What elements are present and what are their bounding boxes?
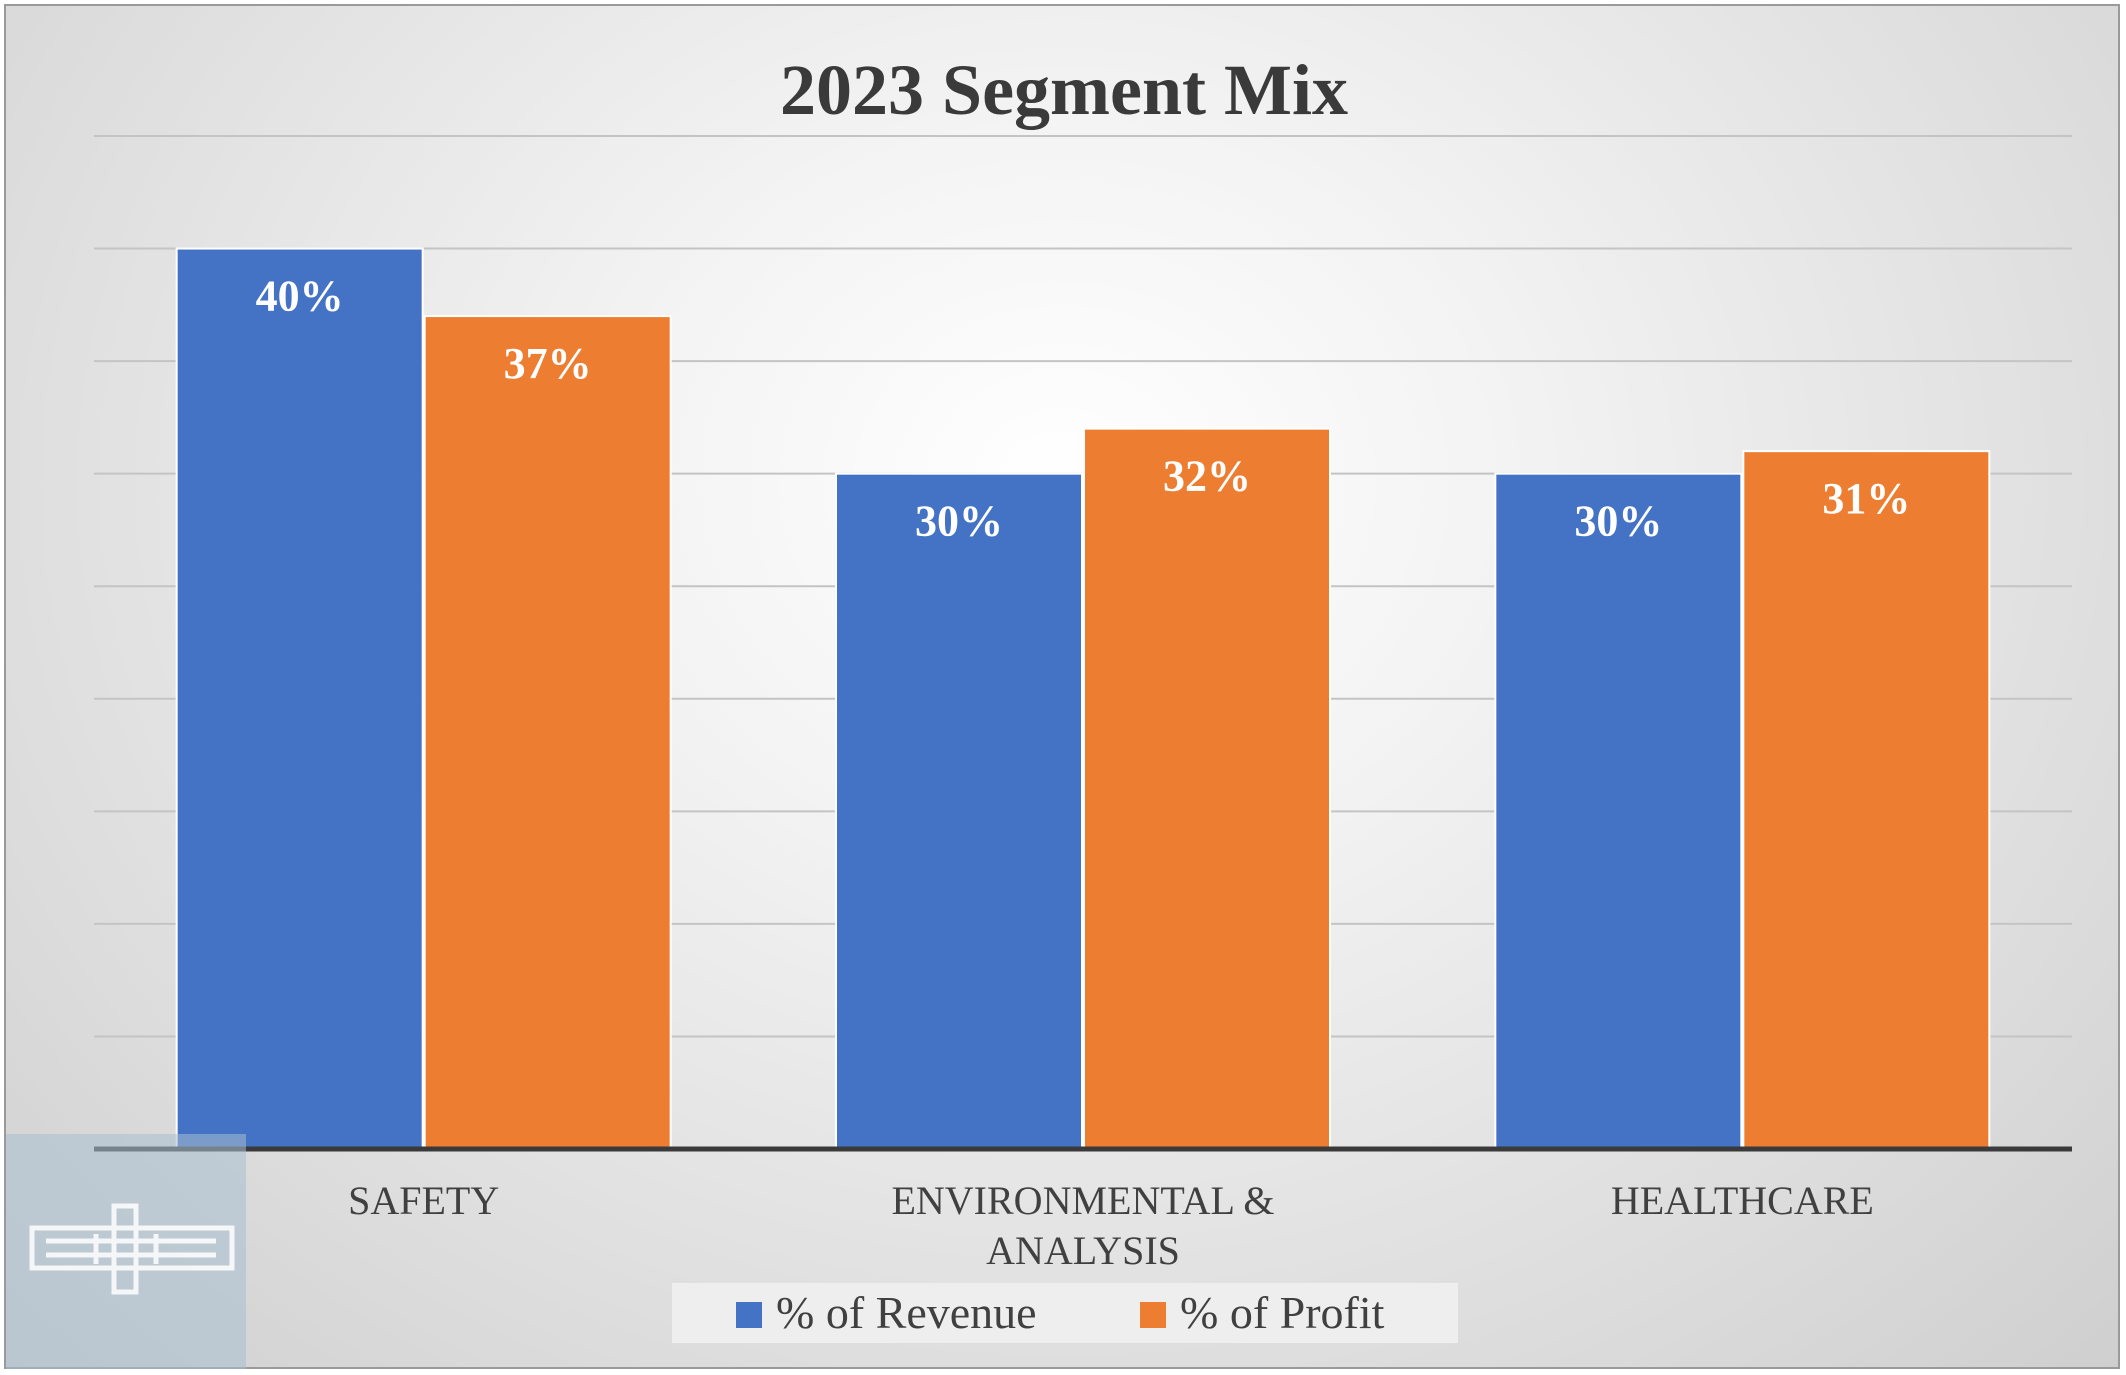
bar-profit-0 [423,315,672,1151]
legend-swatch-revenue [736,1302,762,1328]
chart-frame: 2023 Segment Mix 40% 37% 30% 32% 30% 31% SAFE… [4,4,2120,1369]
data-label: 40% [256,272,344,321]
legend-label-profit: % of Profit [1180,1287,1385,1338]
data-label: 31% [1822,474,1910,523]
data-label: 32% [1163,452,1251,501]
legend: % of Revenue % of Profit [672,1283,1458,1343]
bar-revenue-2 [1494,472,1743,1150]
bars [175,247,1991,1151]
data-label: 30% [915,497,1003,546]
bar-revenue-0 [175,247,424,1151]
legend-label-revenue: % of Revenue [776,1287,1037,1338]
category-label: HEALTHCARE [1611,1178,1874,1223]
data-label: 30% [1574,497,1662,546]
legend-swatch-profit [1140,1302,1166,1328]
bar-chart: 2023 Segment Mix 40% 37% 30% 32% 30% 31% SAFE… [6,50,2072,1369]
data-labels: 40% 37% 30% 32% 30% 31% [256,272,1911,546]
bar-profit-2 [1742,450,1991,1150]
category-label: SAFETY [348,1178,499,1223]
logo-watermark [6,1134,246,1369]
bar-revenue-1 [835,472,1083,1150]
bar-profit-1 [1083,427,1331,1150]
category-labels: SAFETY ENVIRONMENTAL & ANALYSIS HEALTHCARE [348,1178,1874,1273]
chart-title: 2023 Segment Mix [780,50,1348,130]
data-label: 37% [504,339,592,388]
category-label: ENVIRONMENTAL & ANALYSIS [891,1178,1274,1273]
